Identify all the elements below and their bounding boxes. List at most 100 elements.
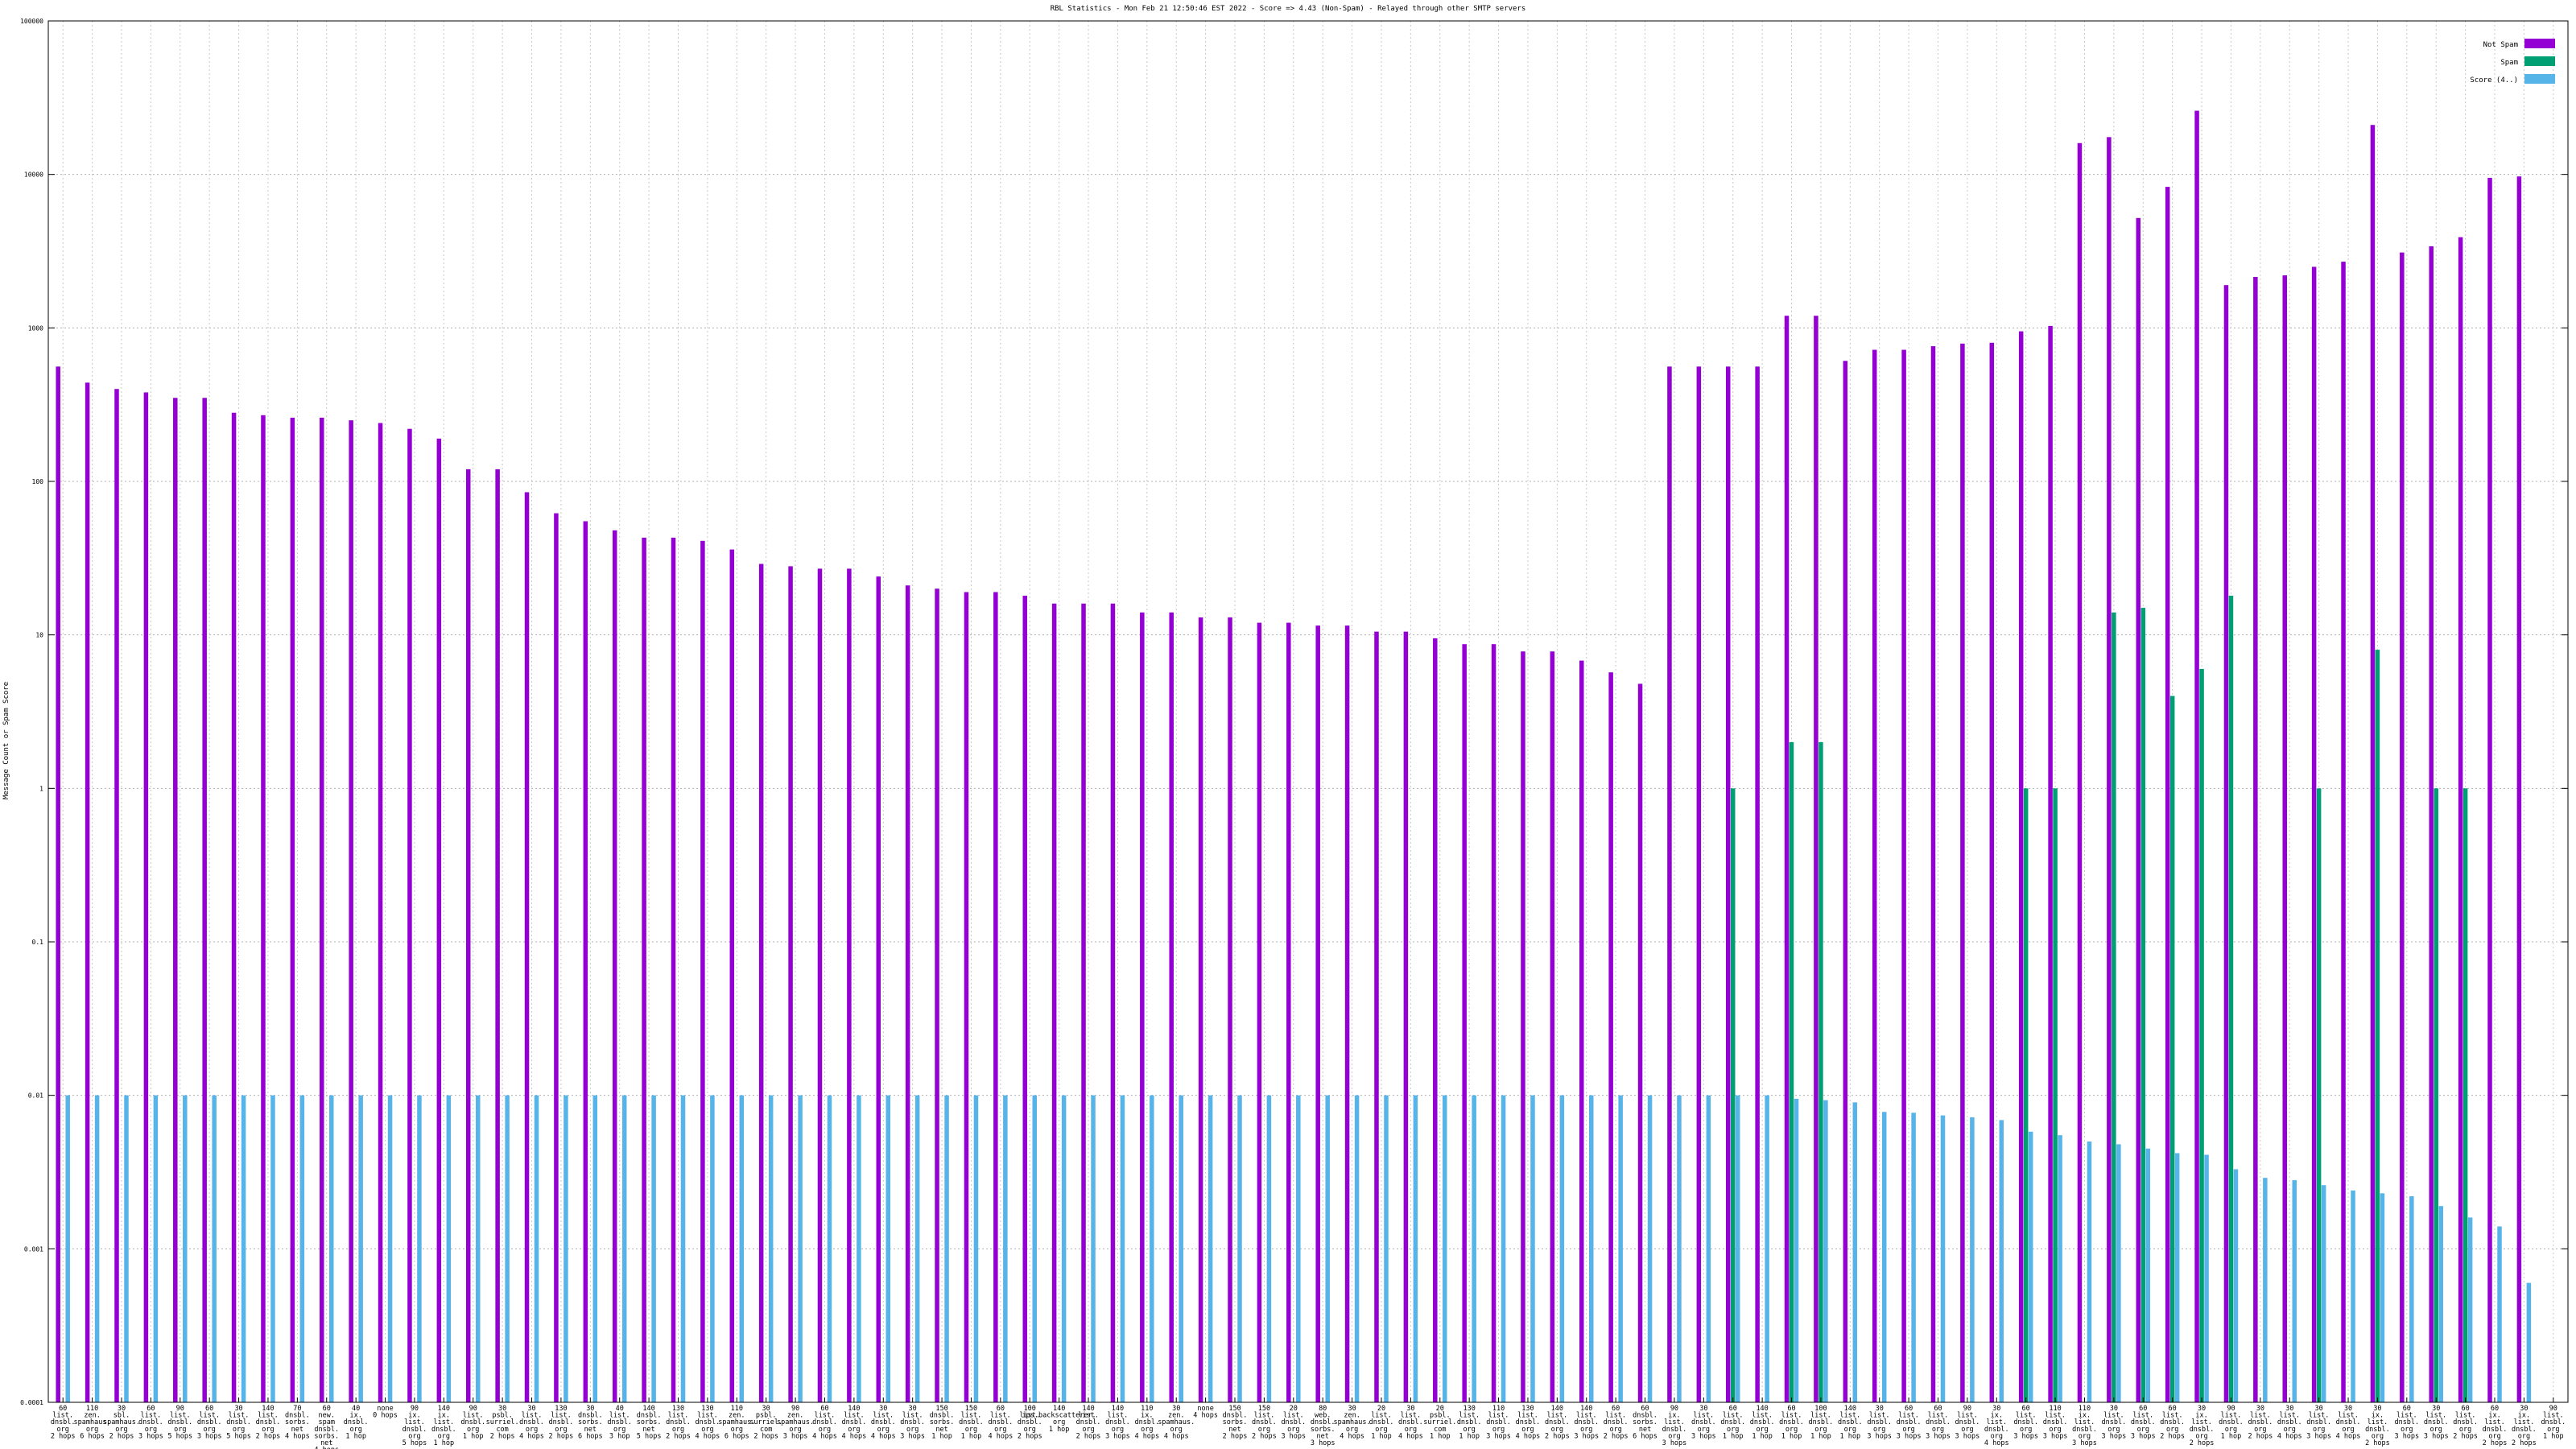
x-tick-label-line: 1 hop <box>345 1432 366 1440</box>
x-tick-label-line: 1 hop <box>1840 1432 1861 1440</box>
x-tick-label-line: 30 <box>234 1405 242 1413</box>
bar-score-4 <box>1501 1095 1506 1402</box>
x-tick-label-line: 4 hops <box>988 1432 1013 1440</box>
x-tick-label-line: dnsbl. <box>1779 1418 1804 1426</box>
x-tick-label-line: list. <box>1576 1412 1597 1420</box>
bar-spam <box>2375 650 2380 1402</box>
x-tick-label-line: 110 <box>2049 1405 2061 1413</box>
bar-score-4 <box>534 1095 539 1402</box>
x-tick-label-line: 3 hops <box>1281 1432 1306 1440</box>
bar-not-spam <box>290 417 295 1402</box>
x-tick-label: 60 list. dnsbl. org 2 hops <box>51 1405 76 1440</box>
x-tick-label-line: list. <box>1019 1412 1040 1420</box>
x-tick-label-line: org <box>1932 1426 1944 1434</box>
bar-score-4 <box>1354 1095 1360 1402</box>
x-tick-label-line: org <box>1580 1426 1592 1434</box>
x-tick-label-line: dnsbl. <box>1486 1418 1511 1426</box>
y-tick-label: 1 <box>39 785 43 792</box>
bar-not-spam <box>56 366 60 1403</box>
x-tick-label-line: list. <box>2484 1418 2505 1426</box>
x-tick-label-line: list. <box>199 1412 220 1420</box>
x-tick-label: 150 dnsbl. sorbs. net 2 hops <box>1223 1405 1248 1440</box>
bar-not-spam <box>1140 612 1145 1402</box>
x-tick-label-line: 1 hop <box>463 1432 484 1440</box>
x-tick-label-line: org <box>2166 1426 2178 1434</box>
x-tick-label-line: 1 hop <box>2221 1432 2242 1440</box>
x-tick-label-line: org <box>86 1426 98 1434</box>
x-tick-label-line: com <box>1434 1426 1446 1434</box>
x-tick-label-line: org <box>1668 1432 1680 1440</box>
x-tick-label-line: dnsbl. <box>1134 1418 1159 1426</box>
x-tick-label-line: dnsbl. <box>1281 1418 1306 1426</box>
x-tick-label-line: sorbs. <box>1633 1418 1657 1426</box>
x-tick-label-line: list. <box>463 1412 484 1420</box>
x-tick-label-line: 1 hop <box>931 1432 952 1440</box>
bar-not-spam <box>2107 137 2112 1403</box>
bar-not-spam <box>2136 217 2141 1402</box>
bar-score-4 <box>1794 1098 1799 1402</box>
x-tick-label: 30 ix. list. dnsbl. org 2 hops <box>2190 1405 2215 1447</box>
x-tick-label-line: org <box>2430 1426 2442 1434</box>
bar-spam <box>2169 696 2175 1402</box>
y-tick-label: 0.0001 <box>20 1399 43 1406</box>
x-tick-label-line: 6 hops <box>724 1432 749 1440</box>
bar-score-4 <box>710 1095 715 1402</box>
bar-score-4 <box>2116 1144 2121 1402</box>
x-tick-label-line: dnsbl. <box>2102 1418 2127 1426</box>
bar-not-spam <box>173 398 178 1402</box>
bar-not-spam <box>729 549 735 1402</box>
bar-not-spam <box>1872 349 1877 1402</box>
x-tick-label-line: org <box>701 1426 713 1434</box>
x-tick-label-line: org <box>1082 1426 1094 1434</box>
x-tick-label-line: dnsbl. <box>1545 1418 1570 1426</box>
x-tick-label-line: 30 <box>909 1405 917 1413</box>
bar-not-spam <box>1989 342 1995 1403</box>
x-tick-label-line: 30 <box>2520 1405 2528 1413</box>
x-tick-label-line: dnsbl. <box>460 1418 485 1426</box>
x-tick-label: 140 list. dnsbl. org 2 hops <box>1076 1405 1101 1440</box>
x-tick-label: 90 ix. list. dnsbl. org 3 hops <box>1662 1405 1687 1447</box>
x-tick-label: 60 list. dnsbl. org 4 hops <box>988 1405 1013 1440</box>
bar-score-4 <box>2351 1190 2355 1402</box>
x-tick-label-line: net <box>1228 1426 1241 1434</box>
x-tick-label-line: list. <box>2543 1412 2564 1420</box>
bar-score-4 <box>299 1095 305 1402</box>
x-tick-label-line: org <box>408 1432 420 1440</box>
x-tick-label: 80 web. dnsbl. sorbs. net 3 hops <box>1311 1405 1335 1447</box>
x-tick-label-line: list. <box>170 1412 191 1420</box>
x-tick-label-line: dnsbl. <box>314 1426 339 1434</box>
x-tick-label-line: zen. <box>729 1412 745 1420</box>
bar-score-4 <box>1530 1095 1535 1402</box>
x-tick-label-line: 5 hops <box>167 1432 192 1440</box>
x-tick-label-line: dnsbl. <box>578 1412 603 1420</box>
x-tick-label-line: 130 <box>672 1405 684 1413</box>
x-tick-label: 110 ix. dnsbl. org 4 hops <box>1134 1405 1159 1440</box>
x-tick-label: 40 list. dnsbl. org 3 hop <box>607 1405 632 1440</box>
x-tick-label-line: 30 <box>1406 1405 1414 1413</box>
x-tick-label-line: ix. <box>1141 1412 1153 1420</box>
x-tick-label-line: com <box>760 1426 772 1434</box>
x-tick-label: 90 list. dnsbl. org 1 hop <box>2219 1405 2244 1440</box>
x-tick-label-line: sorbs. <box>1223 1418 1248 1426</box>
x-tick-label-line: 1 hop <box>1781 1432 1802 1440</box>
x-tick-label-line: 1 hop <box>1810 1432 1831 1440</box>
x-tick-label-line: org <box>731 1426 743 1434</box>
bar-score-4 <box>2087 1141 2092 1402</box>
bar-score-4 <box>1823 1100 1828 1402</box>
bar-score-4 <box>358 1095 363 1402</box>
x-tick-label-line: org <box>526 1426 538 1434</box>
x-tick-label: 60 list. dnsbl. org 3 hops <box>1926 1405 1951 1440</box>
bar-score-4 <box>2409 1196 2414 1402</box>
bar-not-spam <box>1022 595 1027 1402</box>
bar-not-spam <box>378 423 383 1403</box>
x-tick-label-line: 140 <box>1082 1405 1094 1413</box>
bar-spam <box>2316 788 2322 1402</box>
legend-swatch <box>2524 39 2555 48</box>
y-tick-label: 10000 <box>24 171 43 179</box>
x-tick-label: 140 ix. list. dnsbl. org 1 hop <box>431 1405 456 1447</box>
bar-not-spam <box>2223 285 2229 1402</box>
x-tick-label-line: dnsbl. <box>637 1412 662 1420</box>
x-tick-label-line: org <box>1492 1426 1505 1434</box>
x-tick-label-line: 3 hops <box>197 1432 222 1440</box>
x-tick-label-line: 60 <box>59 1405 67 1413</box>
